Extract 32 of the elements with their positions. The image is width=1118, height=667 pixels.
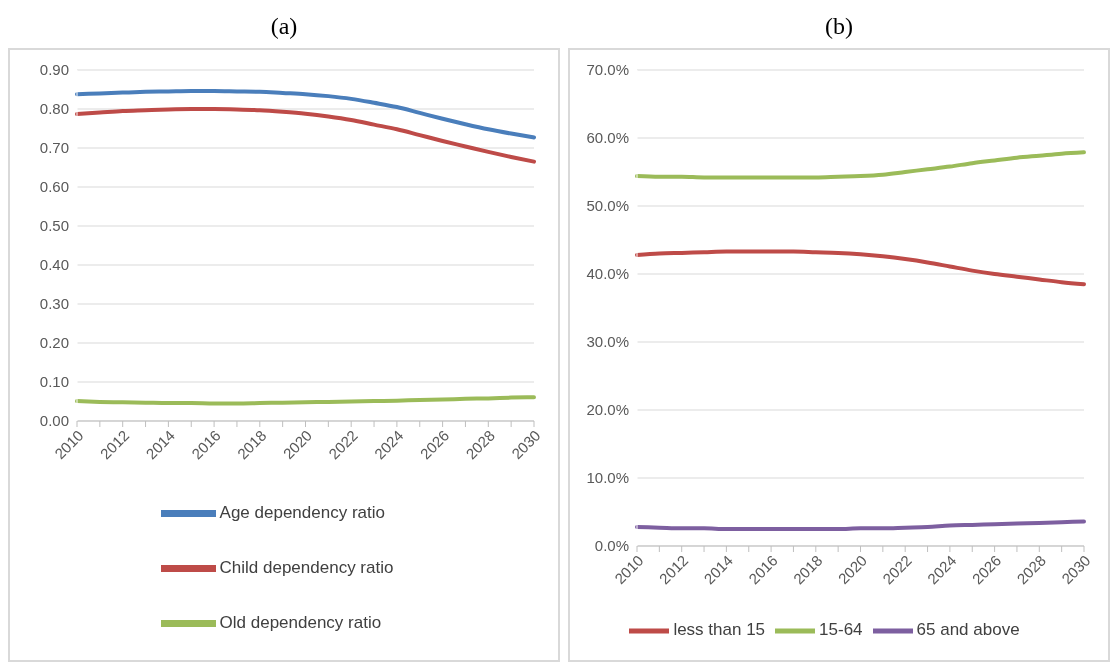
legend-label: less than 15: [673, 620, 766, 640]
y-tick-label: 30.0%: [586, 333, 629, 351]
legend-label: Age dependency ratio: [219, 502, 385, 522]
chart-title: (a): [269, 12, 299, 41]
y-tick-label: 0.50: [39, 217, 69, 235]
y-tick-label: 0.20: [39, 334, 69, 352]
line-series: [635, 150, 1086, 180]
y-tick-label: 40.0%: [586, 265, 629, 283]
y-tick-label: 0.30: [39, 295, 69, 313]
chart-title: (b): [824, 12, 854, 41]
legend-label: 15-64: [819, 620, 863, 640]
y-tick-label: 0.70: [39, 139, 69, 157]
legend-label: Child dependency ratio: [219, 557, 394, 577]
y-tick-label: 20.0%: [586, 401, 629, 419]
y-tick-label: 0.00: [39, 412, 69, 430]
line-series: [75, 89, 536, 140]
y-tick-label: 0.10: [39, 373, 69, 391]
line-series: [635, 519, 1086, 531]
y-tick-label: 0.60: [39, 178, 69, 196]
y-tick-label: 0.80: [39, 100, 69, 118]
line-series: [75, 107, 536, 164]
y-tick-label: 0.40: [39, 256, 69, 274]
legend-label: Old dependency ratio: [219, 612, 382, 632]
line-series: [75, 395, 536, 406]
y-tick-label: 10.0%: [586, 469, 629, 487]
y-tick-label: 0.0%: [594, 537, 629, 555]
legend-label: 65 and above: [916, 620, 1020, 640]
y-tick-label: 50.0%: [586, 197, 629, 215]
line-series: [635, 249, 1086, 287]
y-tick-label: 0.90: [39, 61, 69, 79]
y-tick-label: 60.0%: [586, 129, 629, 147]
y-tick-label: 70.0%: [586, 61, 629, 79]
